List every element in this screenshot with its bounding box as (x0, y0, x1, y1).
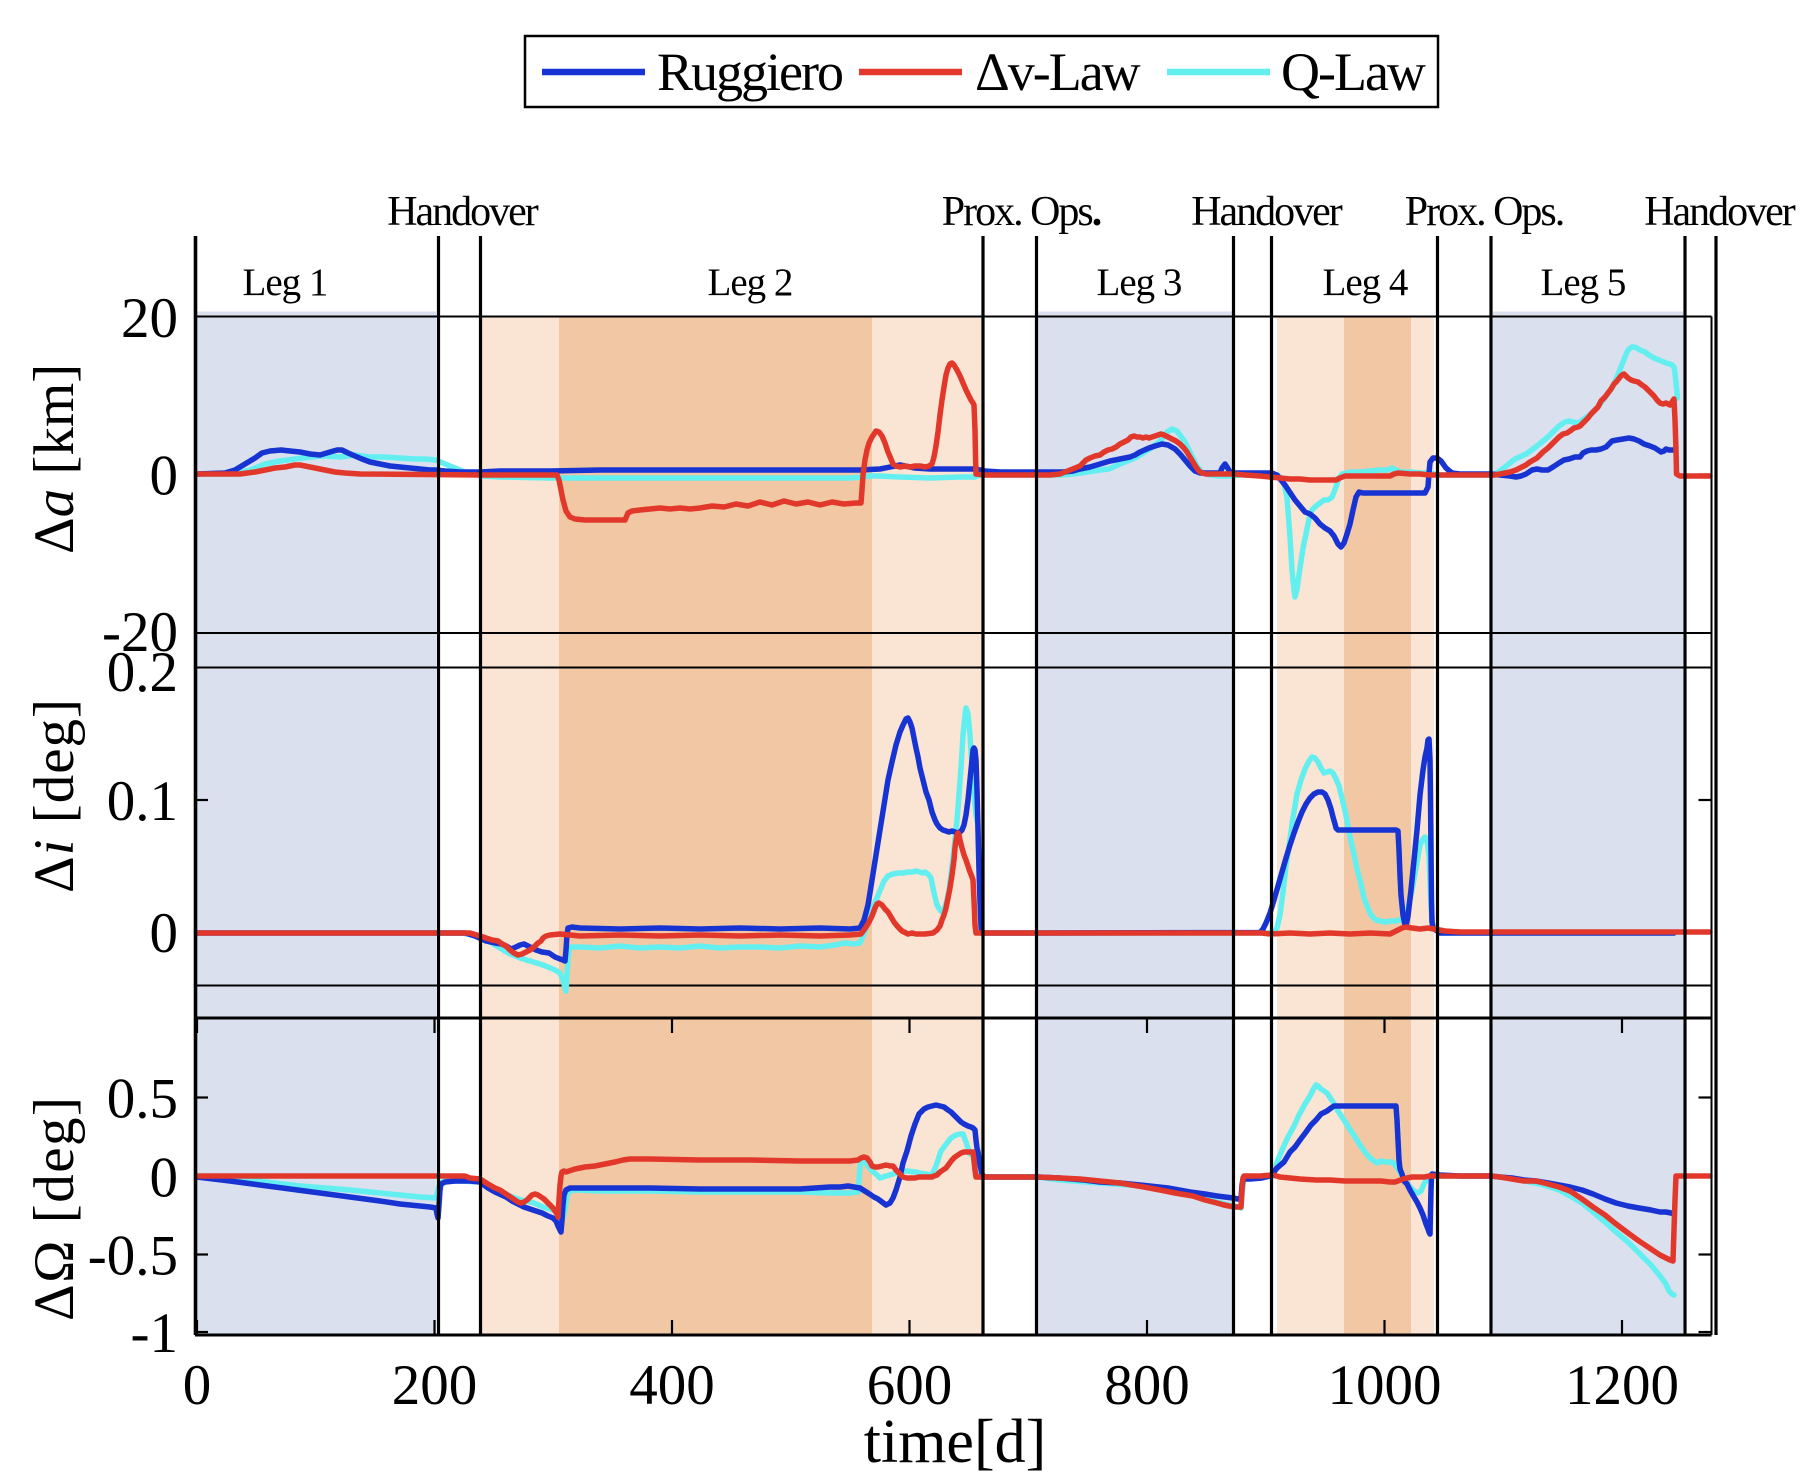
svg-text:20: 20 (121, 287, 178, 350)
svg-text:800: 800 (1104, 1354, 1190, 1417)
svg-text:400: 400 (629, 1354, 715, 1417)
svg-text:Prox. Ops.: Prox. Ops. (1405, 189, 1564, 235)
svg-text:ΔΩ [deg]: ΔΩ [deg] (23, 1095, 86, 1321)
svg-text:-1: -1 (131, 1302, 178, 1365)
svg-text:0.5: 0.5 (107, 1068, 178, 1131)
svg-text:Δv-Law: Δv-Law (975, 42, 1141, 102)
svg-text:Handover: Handover (1191, 189, 1343, 235)
svg-text:Ruggiero: Ruggiero (657, 42, 842, 102)
svg-text:Q-Law: Q-Law (1281, 42, 1426, 102)
svg-text:Δi [deg]: Δi [deg] (23, 698, 86, 893)
svg-text:1200: 1200 (1565, 1354, 1679, 1417)
svg-text:Leg 5: Leg 5 (1541, 261, 1626, 304)
svg-text:Δa [km]: Δa [km] (23, 364, 86, 554)
svg-text:Leg 4: Leg 4 (1323, 261, 1408, 304)
svg-text:time[d]: time[d] (864, 1408, 1047, 1476)
svg-text:600: 600 (867, 1354, 953, 1417)
svg-text:0.2: 0.2 (107, 641, 178, 704)
svg-text:0.1: 0.1 (107, 770, 178, 833)
svg-text:200: 200 (392, 1354, 478, 1417)
svg-text:0: 0 (183, 1354, 212, 1417)
svg-text:Handover: Handover (387, 189, 539, 235)
svg-text:0: 0 (150, 902, 179, 965)
svg-text:Leg 3: Leg 3 (1097, 261, 1182, 304)
svg-text:-0.5: -0.5 (88, 1225, 178, 1288)
svg-text:1000: 1000 (1328, 1354, 1442, 1417)
svg-text:Handover: Handover (1644, 189, 1796, 235)
svg-text:0: 0 (150, 445, 179, 508)
svg-text:0: 0 (150, 1147, 179, 1210)
svg-text:Leg 2: Leg 2 (708, 261, 793, 304)
svg-text:-20: -20 (102, 601, 178, 664)
svg-text:Leg 1: Leg 1 (243, 261, 328, 304)
svg-text:Prox. Ops.: Prox. Ops. (942, 189, 1101, 235)
